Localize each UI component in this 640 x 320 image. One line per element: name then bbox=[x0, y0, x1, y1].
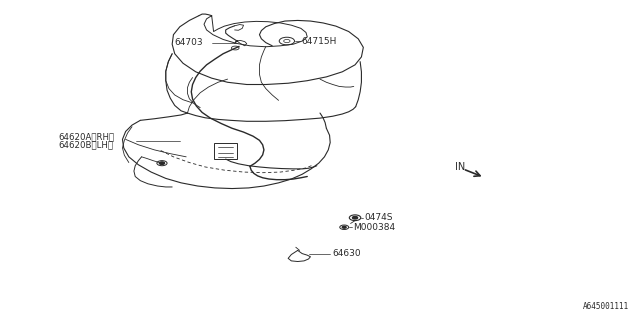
Text: 64715H: 64715H bbox=[301, 36, 336, 45]
Text: 64703: 64703 bbox=[175, 38, 204, 47]
Circle shape bbox=[342, 226, 346, 228]
Circle shape bbox=[284, 39, 290, 43]
Circle shape bbox=[232, 46, 239, 50]
Text: 0474S: 0474S bbox=[365, 213, 393, 222]
Text: 64620B〈LH〉: 64620B〈LH〉 bbox=[59, 140, 114, 149]
Circle shape bbox=[340, 225, 349, 229]
Circle shape bbox=[353, 216, 358, 219]
Text: IN: IN bbox=[455, 162, 465, 172]
Bar bbox=[214, 143, 237, 159]
Text: A645001111: A645001111 bbox=[583, 302, 629, 311]
Circle shape bbox=[159, 162, 164, 164]
Text: 64630: 64630 bbox=[333, 249, 362, 258]
Text: 64620A〈RH〉: 64620A〈RH〉 bbox=[59, 133, 115, 142]
Circle shape bbox=[279, 37, 294, 45]
Circle shape bbox=[349, 215, 361, 220]
Circle shape bbox=[157, 161, 167, 166]
Text: M000384: M000384 bbox=[353, 223, 396, 232]
